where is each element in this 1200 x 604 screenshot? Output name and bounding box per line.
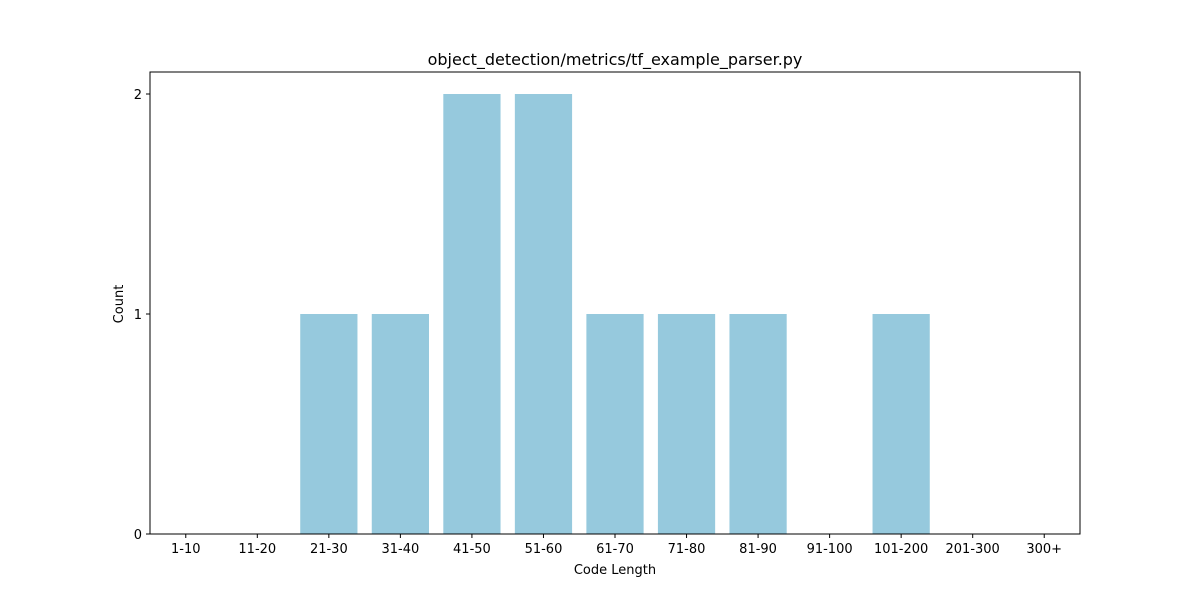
bar-21-30: [300, 314, 358, 534]
y-tick-label: 0: [134, 528, 142, 543]
bar-61-70: [586, 314, 644, 534]
axes-layer: 1-10 11-20 21-30 31-40 41-50 51-60 61-70 71-80 8…: [134, 71, 1081, 557]
bar-101-200: [872, 314, 930, 534]
bar-31-40: [371, 314, 429, 534]
bars-layer: [300, 94, 930, 534]
x-tick-label: 101-200: [874, 542, 928, 557]
x-tick-label: 71-80: [668, 542, 706, 557]
y-axis-label: Count: [112, 285, 127, 324]
bar-51-60: [514, 94, 573, 534]
x-tick-label: 31-40: [381, 542, 419, 557]
chart-title: object_detection/metrics/tf_example_pars…: [428, 50, 803, 70]
x-tick-label: 51-60: [525, 542, 563, 557]
bar-71-80: [657, 314, 716, 534]
x-tick-label: 11-20: [238, 542, 276, 557]
x-axis-label: Code Length: [574, 563, 656, 578]
x-tick-label: 21-30: [310, 542, 348, 557]
bar-41-50: [443, 94, 501, 534]
x-tick-label: 300+: [1026, 542, 1062, 557]
x-tick-label: 81-90: [739, 542, 777, 557]
x-tick-label: 41-50: [453, 542, 491, 557]
x-tick-label: 201-300: [946, 542, 1000, 557]
x-tick-label: 61-70: [596, 542, 634, 557]
x-tick-label: 91-100: [807, 542, 853, 557]
y-tick-label: 1: [134, 308, 142, 323]
bar-81-90: [729, 314, 787, 534]
x-tick-label: 1-10: [171, 542, 201, 557]
y-tick-label: 2: [134, 88, 142, 103]
